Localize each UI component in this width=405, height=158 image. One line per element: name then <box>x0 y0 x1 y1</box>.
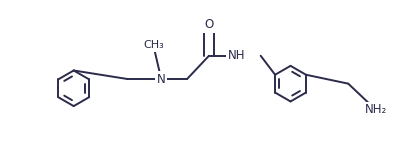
Text: NH: NH <box>228 49 245 62</box>
Text: NH₂: NH₂ <box>364 103 386 116</box>
Text: N: N <box>156 73 165 85</box>
Text: CH₃: CH₃ <box>143 40 163 50</box>
Text: O: O <box>204 18 213 31</box>
